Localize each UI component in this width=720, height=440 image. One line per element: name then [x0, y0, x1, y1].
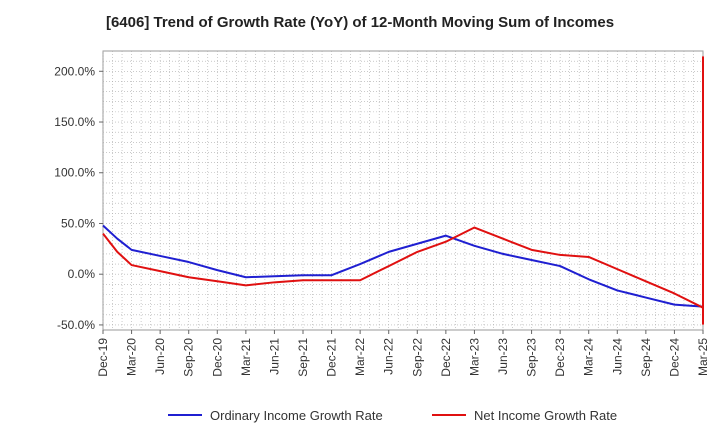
- legend-label-ordinary: Ordinary Income Growth Rate: [210, 407, 383, 423]
- x-tick-label: Mar-24: [582, 338, 596, 376]
- legend-swatch-net: [432, 414, 466, 416]
- x-tick-label: Mar-20: [125, 338, 139, 376]
- x-tick-label: Sep-21: [296, 338, 310, 377]
- x-tick-label: Dec-19: [96, 338, 110, 377]
- series-line-net: [102, 56, 704, 325]
- y-tick-label: 200.0%: [54, 64, 95, 78]
- x-tick-label: Mar-25: [696, 338, 710, 376]
- x-tick-label: Mar-22: [353, 338, 367, 376]
- x-tick-label: Jun-22: [382, 338, 396, 375]
- y-tick-label: 50.0%: [61, 216, 95, 230]
- x-tick-label: Dec-23: [553, 338, 567, 377]
- x-tick-label: Jun-21: [267, 338, 281, 375]
- y-tick-label: 150.0%: [54, 115, 95, 129]
- x-tick-label: Sep-24: [639, 338, 653, 377]
- chart-title: [6406] Trend of Growth Rate (YoY) of 12-…: [105, 14, 615, 31]
- y-tick-label: 0.0%: [68, 267, 96, 281]
- x-tick-label: Mar-21: [239, 338, 253, 376]
- plot-frame: [102, 50, 704, 331]
- x-tick-label: Jun-20: [153, 338, 167, 375]
- x-tick-label: Jun-23: [496, 338, 510, 375]
- x-tick-label: Sep-23: [525, 338, 539, 377]
- x-tick-label: Mar-23: [467, 338, 481, 376]
- x-tick-label: Dec-24: [667, 338, 681, 377]
- x-tick-label: Sep-22: [410, 338, 424, 377]
- legend-label-net: Net Income Growth Rate: [474, 407, 618, 423]
- legend-swatch-ordinary: [168, 414, 202, 416]
- x-tick-label: Dec-22: [439, 338, 453, 377]
- x-tick-label: Sep-20: [182, 338, 196, 377]
- x-tick-label: Dec-20: [210, 338, 224, 377]
- legend-item-net: Net Income Growth Rate: [432, 404, 617, 426]
- x-tick-label: Dec-21: [325, 338, 339, 377]
- legend-item-ordinary: Ordinary Income Growth Rate: [168, 404, 383, 426]
- y-tick-label: 100.0%: [54, 166, 95, 180]
- y-tick-label: -50.0%: [57, 318, 95, 332]
- x-tick-label: Jun-24: [610, 338, 624, 375]
- chart-legend: Ordinary Income Growth Rate Net Income G…: [0, 404, 720, 426]
